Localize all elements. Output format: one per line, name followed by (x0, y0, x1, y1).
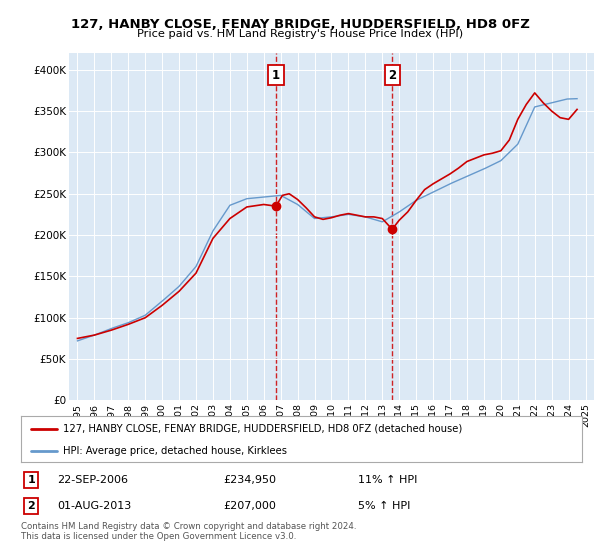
Text: 127, HANBY CLOSE, FENAY BRIDGE, HUDDERSFIELD, HD8 0FZ: 127, HANBY CLOSE, FENAY BRIDGE, HUDDERSF… (71, 18, 529, 31)
Text: 127, HANBY CLOSE, FENAY BRIDGE, HUDDERSFIELD, HD8 0FZ (detached house): 127, HANBY CLOSE, FENAY BRIDGE, HUDDERSF… (63, 424, 463, 434)
Text: HPI: Average price, detached house, Kirklees: HPI: Average price, detached house, Kirk… (63, 446, 287, 455)
Text: 2: 2 (27, 501, 35, 511)
Text: Price paid vs. HM Land Registry's House Price Index (HPI): Price paid vs. HM Land Registry's House … (137, 29, 463, 39)
Text: 11% ↑ HPI: 11% ↑ HPI (358, 475, 417, 485)
Text: 1: 1 (272, 69, 280, 82)
Text: 5% ↑ HPI: 5% ↑ HPI (358, 501, 410, 511)
Text: 22-SEP-2006: 22-SEP-2006 (58, 475, 128, 485)
Text: £234,950: £234,950 (223, 475, 276, 485)
Text: £207,000: £207,000 (223, 501, 276, 511)
Text: Contains HM Land Registry data © Crown copyright and database right 2024.
This d: Contains HM Land Registry data © Crown c… (21, 522, 356, 542)
Text: 1: 1 (27, 475, 35, 485)
Text: 2: 2 (388, 69, 396, 82)
Text: 01-AUG-2013: 01-AUG-2013 (58, 501, 132, 511)
